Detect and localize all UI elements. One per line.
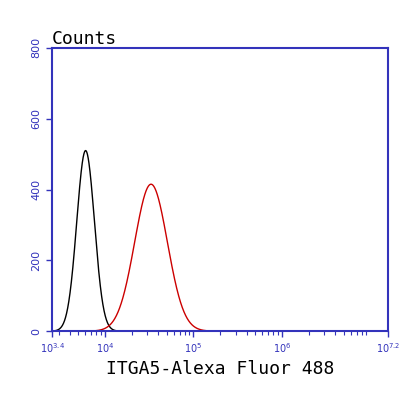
Text: Counts: Counts: [52, 30, 117, 48]
X-axis label: ITGA5-Alexa Fluor 488: ITGA5-Alexa Fluor 488: [106, 359, 334, 377]
